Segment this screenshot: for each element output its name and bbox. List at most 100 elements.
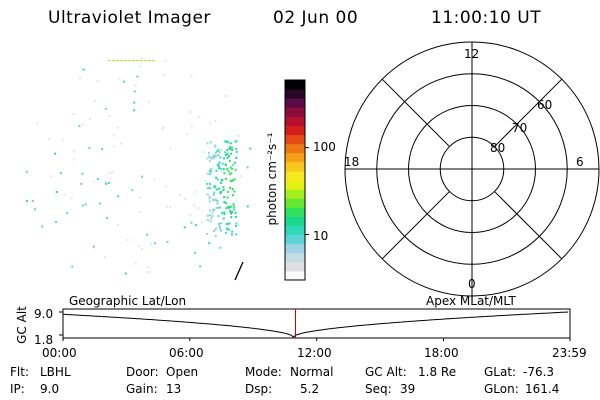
noise-pixel — [111, 171, 114, 173]
noise-pixel — [134, 84, 137, 87]
noise-pixel — [78, 124, 81, 127]
aurora-pixel — [217, 223, 220, 226]
noise-pixel — [107, 181, 110, 184]
aurora-pixel — [211, 214, 214, 217]
noise-pixel — [214, 119, 217, 122]
polar-mlt-label-0: 0 — [468, 277, 476, 291]
noise-pixel — [208, 242, 211, 245]
colorbar-swatch — [285, 225, 305, 236]
aurora-pixel — [207, 219, 209, 222]
noise-pixel — [162, 73, 165, 76]
noise-pixel — [71, 265, 74, 268]
aurora-pixel — [226, 156, 229, 159]
noise-pixel — [72, 112, 75, 115]
noise-pixel — [190, 75, 193, 78]
aurora-pixel — [214, 144, 217, 147]
aurora-pixel — [220, 178, 223, 181]
dsp-label: Dsp: — [245, 382, 273, 396]
noise-pixel — [209, 122, 212, 125]
aurora-pixel — [230, 146, 233, 149]
aurora-pixel — [230, 233, 233, 236]
noise-pixel — [123, 80, 126, 83]
aurora-pixel — [226, 168, 229, 171]
altitude-ylabel: GC Alt — [15, 306, 29, 344]
aurora-pixel — [222, 217, 225, 220]
noise-pixel — [146, 271, 149, 274]
noise-pixel — [126, 239, 129, 242]
door-label: Door: — [126, 365, 159, 379]
aurora-pixel — [231, 230, 234, 233]
noise-pixel — [137, 244, 140, 247]
noise-pixel — [66, 212, 69, 215]
noise-pixel — [31, 199, 34, 202]
edge-pixel — [128, 60, 131, 61]
aurora-pixel — [231, 148, 234, 151]
noise-pixel — [249, 147, 252, 150]
edge-pixel — [132, 60, 135, 61]
noise-pixel — [193, 204, 196, 207]
aurora-pixel — [206, 187, 209, 190]
aurora-pixel — [229, 166, 232, 169]
aurora-pixel — [209, 220, 212, 223]
noise-pixel — [104, 107, 107, 110]
noise-pixel — [55, 191, 58, 193]
colorbar-swatch — [285, 216, 305, 226]
aurora-pixel — [207, 214, 210, 217]
polar-diagonal — [494, 191, 563, 260]
aurora-pixel — [228, 159, 231, 162]
noise-pixel — [189, 110, 192, 113]
noise-pixel — [148, 270, 151, 273]
altitude-xtick-2359: 23:59 — [552, 346, 587, 360]
noise-pixel — [73, 150, 76, 153]
noise-pixel — [194, 190, 196, 193]
aurora-pixel — [218, 225, 221, 228]
aurora-pixel — [227, 205, 230, 208]
aurora-pixel — [215, 169, 218, 172]
door-value: Open — [166, 365, 199, 379]
noise-pixel — [116, 126, 119, 129]
colorbar-swatch — [285, 189, 305, 199]
aurora-pixel — [206, 193, 209, 196]
aurora-pixel — [235, 215, 237, 218]
gain-value: 13 — [166, 382, 182, 396]
noise-pixel — [179, 194, 181, 197]
glon-label: GLon: — [484, 382, 519, 396]
aurora-pixel — [208, 200, 211, 203]
aurora-pixel — [224, 151, 227, 154]
aurora-pixel — [215, 176, 217, 179]
aurora-pixel — [227, 141, 230, 144]
aurora-pixel — [214, 228, 217, 231]
noise-pixel — [231, 164, 234, 167]
time-label: 11:00:10 UT — [431, 8, 542, 28]
noise-pixel — [81, 123, 84, 126]
colorbar-swatch — [285, 207, 305, 217]
aurora-pixel — [218, 161, 221, 164]
noise-pixel — [81, 172, 84, 175]
noise-pixel — [166, 240, 169, 243]
aurora-pixel — [218, 150, 221, 153]
aurora-pixel — [233, 190, 236, 193]
polar-lat-label-70: 70 — [512, 121, 528, 135]
noise-pixel — [96, 79, 99, 82]
aurora-pixel — [220, 167, 223, 170]
noise-pixel — [120, 142, 123, 145]
aurora-pixel — [226, 149, 229, 152]
aurora-pixel — [212, 193, 215, 196]
altitude-left-title: Geographic Lat/Lon — [69, 294, 187, 308]
polar-mlt-label-18: 18 — [344, 155, 360, 169]
aurora-pixel — [223, 201, 226, 203]
noise-pixel — [202, 151, 205, 154]
aurora-pixel — [217, 154, 220, 157]
aurora-pixel — [226, 152, 229, 155]
aurora-pixel — [210, 217, 212, 220]
aurora-pixel — [223, 211, 226, 214]
aurora-pixel — [235, 224, 237, 227]
aurora-pixel — [209, 214, 211, 216]
noise-pixel — [106, 217, 109, 219]
aurora-pixel — [235, 147, 238, 150]
noise-pixel — [237, 224, 240, 227]
aurora-pixel — [208, 155, 211, 158]
noise-pixel — [63, 193, 66, 196]
noise-pixel — [246, 205, 249, 208]
noise-pixel — [118, 77, 121, 80]
